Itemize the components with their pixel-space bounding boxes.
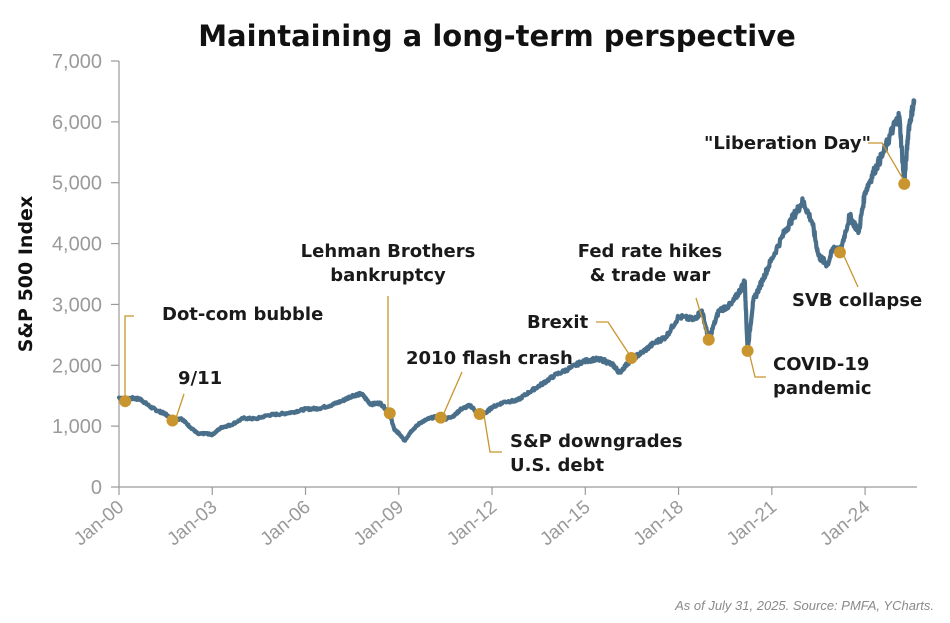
annotation-leader [175,393,185,419]
annotation-leader [748,351,766,378]
y-axis-label: S&P 500 Index [15,196,37,352]
event-marker [898,177,911,190]
event-marker [166,414,179,427]
annotation-leader [596,321,630,355]
event-marker [119,395,132,408]
annotation-label: 9/11 [178,368,222,389]
x-tick-label: Jan-18 [630,497,688,550]
annotation-label: Lehman Brothers [301,241,476,262]
y-tick-label: 7,000 [52,51,102,73]
annotation-downgrade: S&P downgrades U.S. debt [473,408,683,476]
y-tick-label: 2,000 [52,355,102,377]
y-axis-ticks: 0 1,000 2,000 3,000 4,000 5,000 6,000 7,000 [52,51,120,499]
x-axis: Jan-00 Jan-03 Jan-06 Jan-09 Jan-12 Jan-15 Jan-… [70,486,917,550]
annotation-leader [695,297,708,335]
annotation-label: "Liberation Day" [704,133,871,154]
x-tick-label: Jan-03 [163,497,221,550]
annotation-label: COVID-19 [773,354,869,375]
sp500-series-line [116,98,917,443]
event-marker [383,407,396,420]
y-tick-label: 0 [91,477,102,499]
y-tick-label: 5,000 [52,173,102,195]
annotation-leader [483,414,502,453]
annotation-leader [868,142,904,180]
x-tick-label: Jan-00 [70,497,128,550]
annotation-label: bankruptcy [330,265,446,286]
event-marker [473,408,486,421]
x-tick-label: Jan-15 [537,497,595,550]
annotation-label: 2010 flash crash [406,348,573,369]
annotation-911: 9/11 [166,368,222,427]
x-tick-label: Jan-24 [816,496,874,550]
x-tick-label: Jan-09 [350,497,408,550]
annotation-label: Fed rate hikes [578,241,722,262]
annotation-lehman: Lehman Brothers bankruptcy [301,241,476,420]
annotation-covid: COVID-19 pandemic [741,344,872,399]
annotation-label: pandemic [773,378,872,399]
event-marker [833,246,846,259]
event-marker [741,344,754,357]
annotation-label: Dot-com bubble [162,304,323,325]
series-layer [116,98,917,443]
annotation-label: Brexit [527,312,589,333]
event-marker [702,333,715,346]
annotation-liberation: "Liberation Day" [704,133,911,190]
x-tick-label: Jan-21 [723,497,781,550]
annotation-leader [843,255,859,288]
annotation-label: U.S. debt [510,455,605,476]
annotation-brexit: Brexit [527,312,638,364]
y-tick-label: 3,000 [52,294,102,316]
annotation-label: SVB collapse [792,290,922,311]
y-tick-label: 4,000 [52,234,102,256]
x-tick-label: Jan-06 [257,497,315,550]
annotation-svb: SVB collapse [792,246,922,311]
annotation-label: & trade war [590,265,711,286]
annotation-flashcrash: 2010 flash crash [406,348,573,424]
y-tick-label: 6,000 [52,112,102,134]
annotation-fed: Fed rate hikes & trade war [578,241,722,346]
annotation-layer: Dot-com bubble 9/11 Lehman Brothers bankrup… [119,133,922,476]
annotation-label: S&P downgrades [510,431,683,452]
event-marker [434,411,447,424]
x-tick-label: Jan-12 [443,497,501,550]
source-note: As of July 31, 2025. Source: PMFA, YChar… [674,598,934,613]
annotation-leader [443,371,463,414]
y-tick-label: 1,000 [52,416,102,438]
event-marker [625,351,638,364]
chart-title: Maintaining a long-term perspective [198,19,796,53]
annotation-dotcom: Dot-com bubble [119,304,323,408]
annotation-leader [124,315,134,400]
